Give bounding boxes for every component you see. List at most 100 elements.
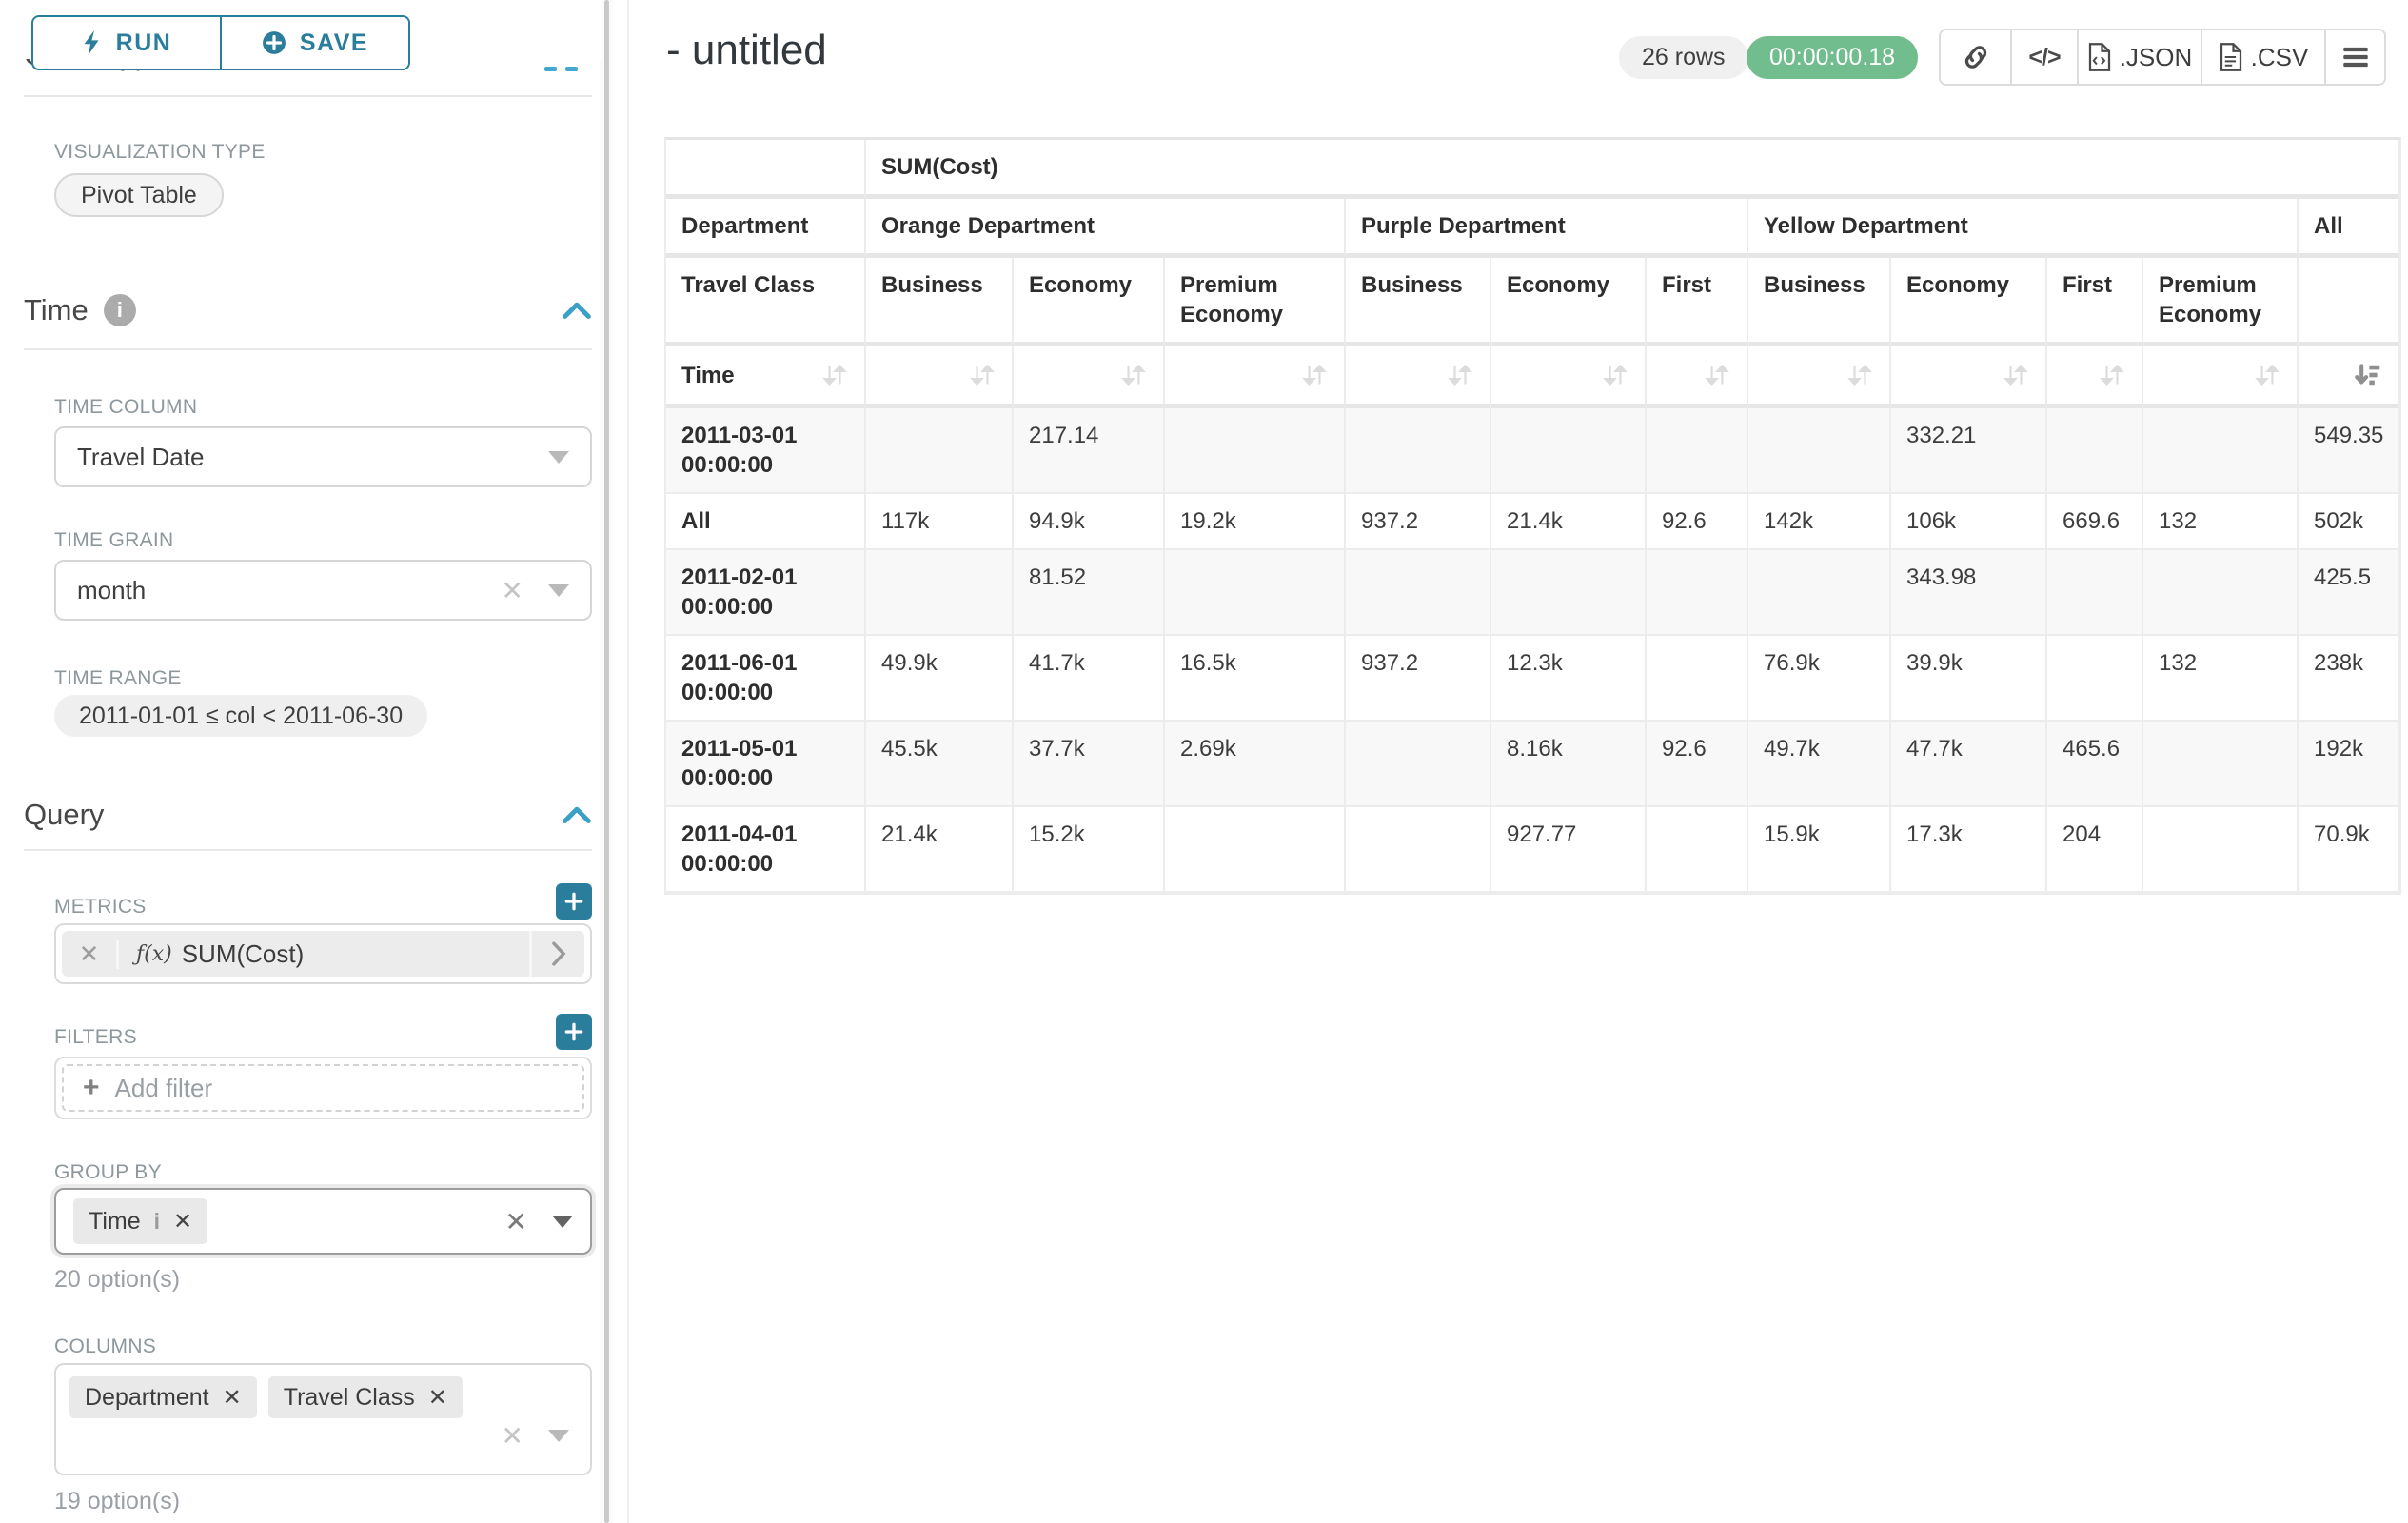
- menu-icon: [2342, 46, 2369, 69]
- time-range-pill[interactable]: 2011-01-01 ≤ col < 2011-06-30: [54, 695, 427, 737]
- time-range-label: TIME RANGE: [54, 667, 182, 690]
- export-csv-button[interactable]: .CSV: [2201, 30, 2324, 84]
- clear-icon[interactable]: ✕: [502, 1420, 523, 1452]
- column-header: First: [2047, 258, 2143, 346]
- remove-metric-icon[interactable]: ✕: [62, 940, 119, 969]
- sort-header-active[interactable]: [2299, 346, 2399, 408]
- chevron-remnant-icon[interactable]: [565, 67, 578, 71]
- save-button[interactable]: SAVE: [220, 15, 410, 70]
- pivot-cell: 204: [2047, 807, 2143, 893]
- chart-title[interactable]: - untitled: [666, 27, 827, 74]
- clear-icon[interactable]: ✕: [505, 1206, 527, 1237]
- sort-header[interactable]: [1014, 346, 1165, 408]
- info-icon[interactable]: i: [154, 1209, 160, 1235]
- add-filter-plus-button[interactable]: [556, 1014, 592, 1050]
- time-grain-select[interactable]: month ✕: [54, 560, 592, 621]
- sort-icon: [1446, 361, 1474, 389]
- pivot-cell: 106k: [1891, 494, 2047, 550]
- sort-header[interactable]: [2047, 346, 2143, 408]
- row-header-department: Department: [666, 199, 866, 258]
- remove-tag-icon[interactable]: ✕: [173, 1208, 192, 1236]
- pivot-cell: 502k: [2299, 494, 2399, 550]
- add-metric-button[interactable]: [556, 883, 592, 920]
- chevron-remnant-icon[interactable]: [544, 67, 557, 71]
- pivot-cell: 19.2k: [1165, 494, 1346, 550]
- view-query-button[interactable]: </>: [2010, 30, 2077, 84]
- sort-header[interactable]: [1346, 346, 1491, 408]
- sort-header[interactable]: [1891, 346, 2047, 408]
- caret-down-icon[interactable]: [548, 584, 569, 597]
- plus-icon: +: [83, 1072, 100, 1104]
- share-link-button[interactable]: [1941, 30, 2010, 84]
- sort-header[interactable]: [866, 346, 1014, 408]
- pivot-cell: 669.6: [2047, 494, 2143, 550]
- pivot-cell: [2143, 807, 2299, 893]
- column-group-header: All: [2299, 199, 2399, 258]
- table-row: 2011-04-01 00:00:0021.4k15.2k927.7715.9k…: [666, 807, 2399, 893]
- column-header: Business: [1748, 258, 1891, 346]
- sort-icon: [2002, 361, 2030, 389]
- pivot-row-header: 2011-06-01 00:00:00: [666, 636, 866, 722]
- caret-down-icon[interactable]: [548, 451, 569, 464]
- fx-icon: ƒ(x): [136, 942, 172, 966]
- viz-type-label: VISUALIZATION TYPE: [54, 141, 266, 164]
- column-group-header: Orange Department: [866, 199, 1346, 258]
- pivot-cell: 92.6: [1647, 722, 1748, 807]
- info-icon[interactable]: i: [104, 294, 136, 326]
- table-row: 2011-06-01 00:00:0049.9k41.7k16.5k937.21…: [666, 636, 2399, 722]
- menu-button[interactable]: [2324, 30, 2384, 84]
- sort-header[interactable]: [1491, 346, 1647, 408]
- columns-options-note: 19 option(s): [54, 1488, 180, 1515]
- sort-header[interactable]: [1748, 346, 1891, 408]
- columns-tag[interactable]: Travel Class ✕: [268, 1376, 463, 1418]
- pivot-cell: 92.6: [1647, 494, 1748, 550]
- run-button[interactable]: RUN: [31, 15, 222, 70]
- pivot-cell: 37.7k: [1014, 722, 1165, 807]
- columns-select[interactable]: Department ✕ Travel Class ✕ ✕: [54, 1363, 592, 1475]
- export-json-button[interactable]: .JSON: [2077, 30, 2201, 84]
- pivot-cell: 49.9k: [866, 636, 1014, 722]
- remove-tag-icon[interactable]: ✕: [428, 1384, 447, 1412]
- viz-type-pill[interactable]: Pivot Table: [54, 173, 224, 217]
- sidebar-scrollbar[interactable]: [604, 0, 609, 1523]
- time-column-select[interactable]: Travel Date: [54, 426, 592, 487]
- pivot-cell: 927.77: [1491, 807, 1647, 893]
- chevron-up-icon[interactable]: [562, 300, 592, 321]
- group-by-tag[interactable]: Time i ✕: [73, 1198, 207, 1244]
- caret-down-icon[interactable]: [552, 1216, 573, 1228]
- pivot-cell: 15.9k: [1748, 807, 1891, 893]
- table-row: 2011-05-01 00:00:0045.5k37.7k2.69k8.16k9…: [666, 722, 2399, 807]
- pivot-row-header: 2011-04-01 00:00:00: [666, 807, 866, 893]
- pivot-row-header: 2011-05-01 00:00:00: [666, 722, 866, 807]
- remove-tag-icon[interactable]: ✕: [223, 1384, 242, 1412]
- query-section-heading: Query: [24, 798, 104, 832]
- metric-pill[interactable]: ✕ ƒ(x) SUM(Cost): [62, 931, 584, 977]
- pivot-row-header: All: [666, 494, 866, 550]
- sort-header[interactable]: [1165, 346, 1346, 408]
- group-by-label: GROUP BY: [54, 1161, 162, 1184]
- link-icon: [1962, 43, 1990, 71]
- group-by-select[interactable]: Time i ✕ ✕: [54, 1188, 592, 1255]
- caret-down-icon[interactable]: [548, 1430, 569, 1442]
- chevron-up-icon[interactable]: [562, 804, 592, 825]
- pivot-cell: 21.4k: [866, 807, 1014, 893]
- pivot-cell: 192k: [2299, 722, 2399, 807]
- time-sort-header[interactable]: Time: [666, 346, 866, 408]
- sort-icon: [1119, 361, 1148, 389]
- pivot-cell: 238k: [2299, 636, 2399, 722]
- columns-tag[interactable]: Department ✕: [69, 1376, 257, 1418]
- pivot-cell: 47.7k: [1891, 722, 2047, 807]
- time-grain-label: TIME GRAIN: [54, 529, 174, 552]
- sort-desc-icon: [2354, 361, 2382, 389]
- pivot-cell: 425.5: [2299, 550, 2399, 636]
- plus-icon: [563, 1021, 584, 1042]
- chevron-right-icon[interactable]: [529, 931, 584, 977]
- sort-header[interactable]: [2143, 346, 2299, 408]
- sort-header[interactable]: [1647, 346, 1748, 408]
- clear-icon[interactable]: ✕: [502, 575, 523, 606]
- plus-circle-icon: [262, 30, 286, 55]
- pivot-cell: 17.3k: [1891, 807, 2047, 893]
- pivot-cell: [1346, 807, 1491, 893]
- add-filter-button[interactable]: + Add filter: [62, 1064, 584, 1112]
- pivot-cell: 21.4k: [1491, 494, 1647, 550]
